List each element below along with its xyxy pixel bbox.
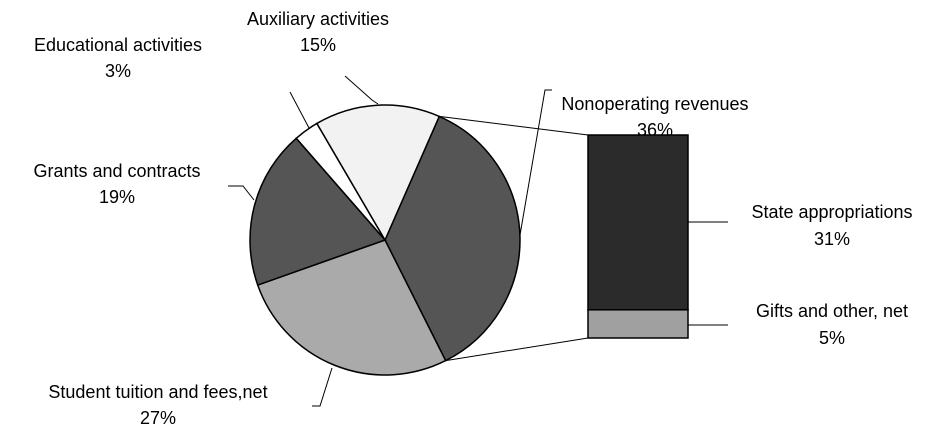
slice-label: Grants and contracts [33, 161, 200, 181]
slice-value-label: 3% [105, 61, 131, 81]
bar-value-label: 31% [814, 229, 850, 249]
leader-line [344, 75, 379, 105]
slice-value-label: 15% [300, 35, 336, 55]
bar-segment [587, 134, 689, 311]
pie-slice [256, 239, 447, 376]
bar-label: Gifts and other, net [756, 301, 908, 321]
slice-label: Student tuition and fees,net [48, 382, 267, 402]
pie-slice [384, 115, 521, 362]
slice-label: Nonoperating revenues [561, 94, 748, 114]
connector-line [439, 115, 589, 136]
bar-label: State appropriations [751, 202, 912, 222]
connector-line [445, 337, 589, 362]
slice-label: Auxiliary activities [247, 9, 389, 29]
slice-value-label: 19% [99, 187, 135, 207]
bar-value-label: 5% [819, 328, 845, 348]
leader-lines [228, 75, 728, 407]
bar-segment [587, 309, 689, 339]
pie-slice [249, 137, 387, 287]
leader-line [312, 367, 333, 407]
slice-label: Educational activities [34, 35, 202, 55]
leader-line [228, 185, 255, 201]
leader-line [519, 89, 552, 236]
pie-slice [315, 104, 441, 242]
slice-value-label: 27% [140, 408, 176, 428]
leader-line [289, 91, 310, 129]
